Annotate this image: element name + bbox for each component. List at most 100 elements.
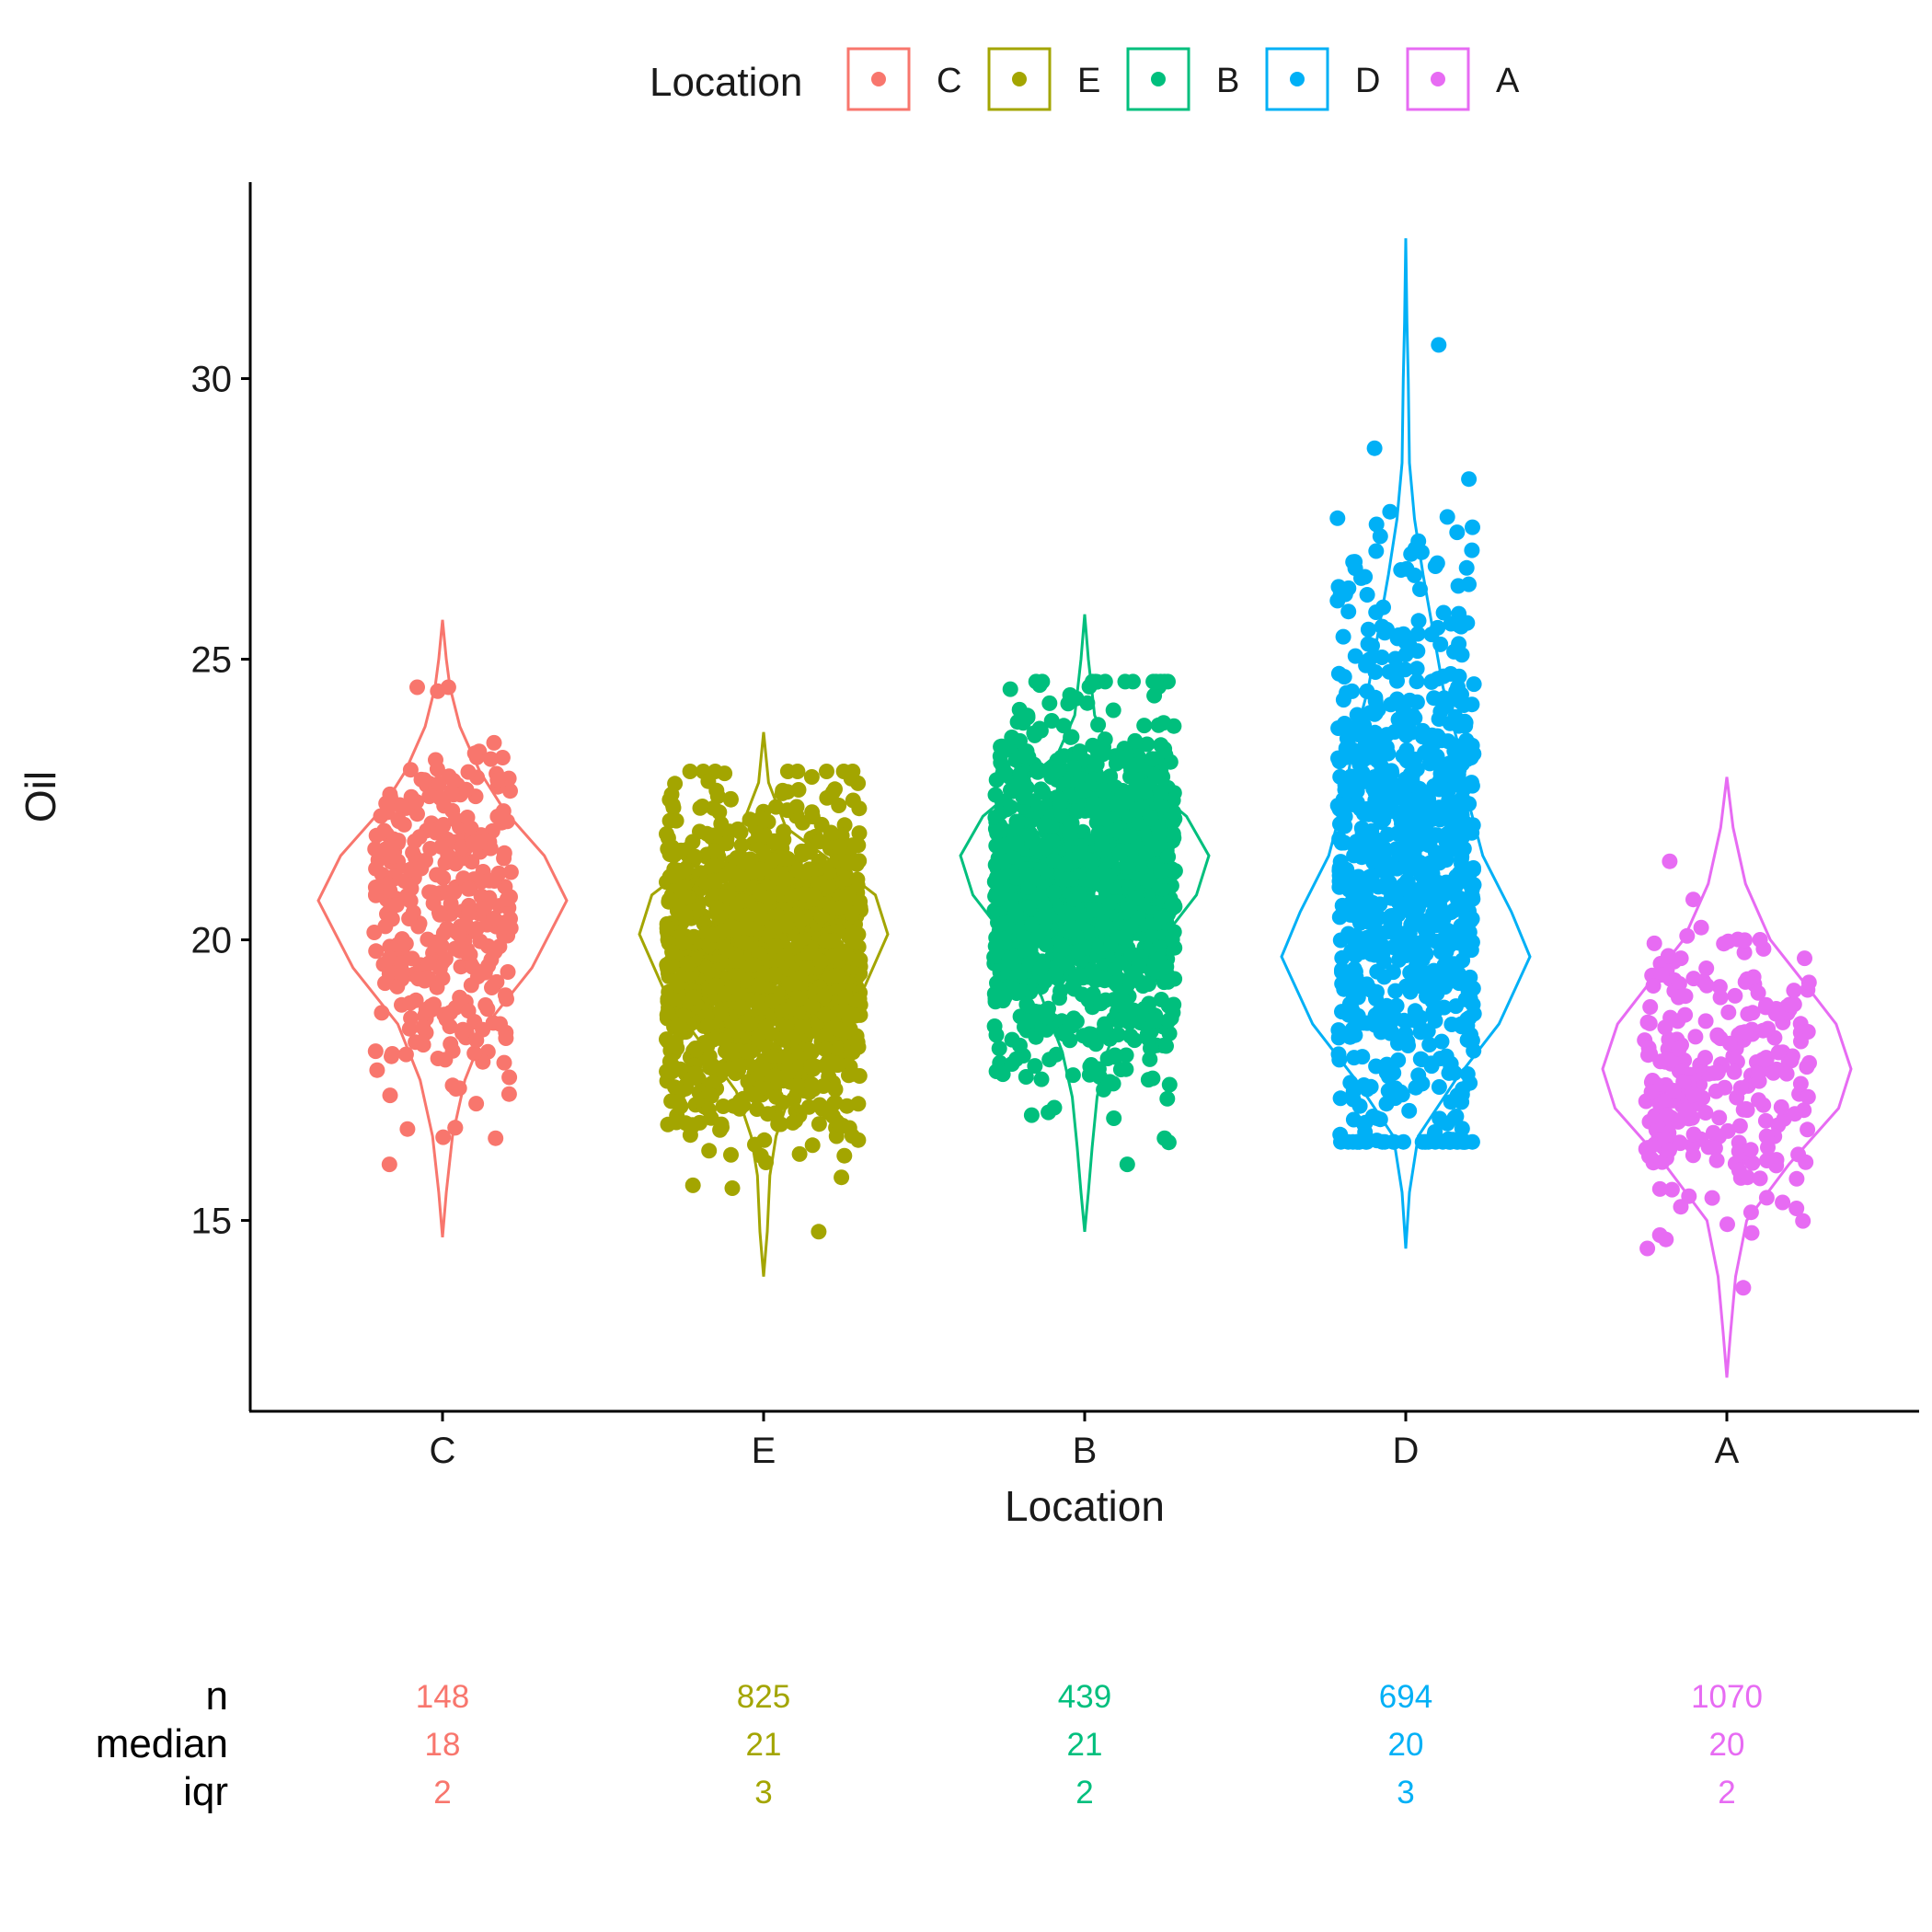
y-ticks: 15 20 25 30 [191,360,250,1242]
legend-key-dot [1431,72,1445,86]
data-point [662,892,679,909]
data-point [447,856,464,872]
data-point [1003,799,1018,815]
data-point [1368,604,1385,620]
data-point [1094,920,1110,937]
data-point [438,1011,454,1028]
data-point [1331,831,1348,847]
data-point [1046,884,1063,901]
data-point [1088,756,1105,773]
data-point [1685,891,1701,908]
data-point [439,920,455,937]
data-point [1727,987,1743,1004]
data-point [391,813,408,830]
data-point [1675,1074,1692,1090]
data-point [1752,932,1768,948]
data-point [677,1115,694,1132]
data-point [1114,1011,1131,1028]
stats-row-label-median: median [96,1721,228,1766]
data-point [1053,937,1070,954]
data-point [1443,794,1459,811]
data-point [717,765,733,782]
data-point [500,1086,517,1102]
data-point [1087,902,1103,918]
data-point [724,979,741,995]
data-point [1448,998,1464,1015]
data-point [663,1093,680,1110]
data-point [737,935,753,951]
data-point [731,1098,748,1115]
data-point [799,960,815,976]
stats-value-median: 20 [1388,1727,1424,1763]
data-point [845,792,861,809]
data-point [1664,1052,1681,1068]
data-point [1368,543,1385,559]
data-point [1153,863,1169,879]
data-point [460,880,477,897]
data-point [487,944,503,960]
data-point [1004,730,1020,745]
data-point [1136,718,1153,734]
data-point [1397,661,1413,678]
data-point [1646,935,1662,951]
data-point [458,781,475,798]
data-point [1036,909,1052,926]
data-point [1397,808,1414,824]
data-point [1461,471,1478,488]
data-point [1410,613,1427,629]
data-point [1384,790,1400,807]
data-point [1096,782,1112,799]
data-point [815,1078,832,1094]
data-point [1337,781,1353,798]
data-point [446,884,463,901]
data-point [804,998,821,1015]
data-point [1068,1013,1085,1029]
data-point [1160,848,1177,865]
data-point [729,896,745,912]
data-point [850,1132,867,1148]
data-point [1372,896,1388,913]
data-point [1792,1075,1809,1092]
data-point [1332,816,1348,833]
data-point [1465,996,1481,1013]
data-point [1427,558,1443,574]
data-point [374,1005,390,1021]
data-point [437,1052,454,1068]
stats-value-n: 694 [1379,1679,1432,1715]
data-point [1397,771,1414,788]
data-point [1380,1083,1397,1099]
plot-area: 15 20 25 30 C E B D A [191,182,1919,1471]
data-point [1427,887,1443,903]
data-point [1033,1071,1050,1087]
data-point [1641,1015,1658,1031]
data-point [1726,1064,1742,1080]
data-point [1795,1213,1811,1229]
data-point [1340,1133,1356,1150]
data-point [1431,1079,1447,1095]
data-point [781,1063,798,1079]
data-point [1651,1180,1668,1197]
data-point [1719,1216,1735,1233]
data-point [1464,881,1480,898]
data-point [755,844,772,860]
x-axis-title: Location [1005,1482,1165,1530]
data-point [1329,510,1346,526]
data-point [1378,1096,1395,1112]
data-point [1387,926,1404,942]
data-point [1640,1047,1656,1064]
legend-key [846,47,911,111]
data-point [1731,1118,1748,1134]
data-point [744,1086,761,1101]
data-point [996,989,1013,1006]
data-point [733,837,750,854]
data-point [1401,1102,1418,1119]
data-point [1396,626,1411,642]
data-point [1334,1004,1350,1020]
data-point [1138,845,1155,861]
data-point [1446,737,1463,753]
data-point [1737,1024,1754,1041]
data-point [1659,1107,1675,1123]
data-point [1345,1111,1362,1128]
data-point [1788,1170,1805,1187]
data-point [1673,1199,1689,1215]
